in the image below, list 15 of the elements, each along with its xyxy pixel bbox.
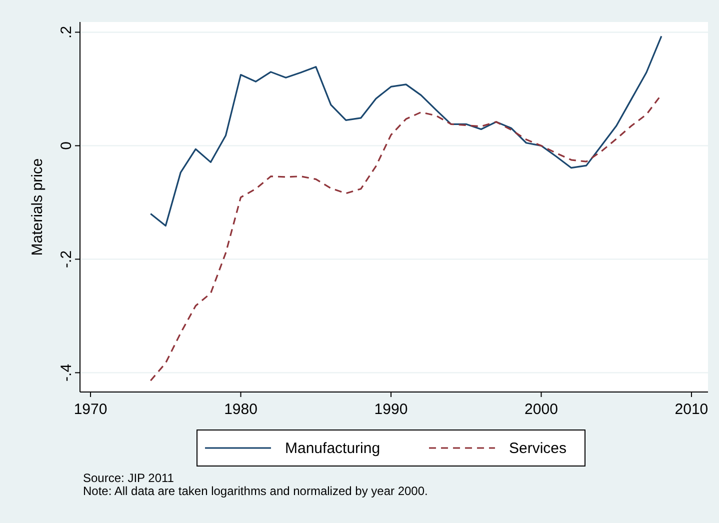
y-tick-label: -.4 <box>58 364 75 382</box>
legend-label: Manufacturing <box>285 440 380 457</box>
x-tick-label: 1970 <box>74 401 108 418</box>
y-tick-label: -.2 <box>58 250 75 268</box>
x-tick-label: 2010 <box>674 401 708 418</box>
y-axis-title: Materials price <box>29 158 46 256</box>
source-note: Source: JIP 2011 <box>83 471 174 485</box>
text: Note: All data are taken logarithms and normalized by year 2000. <box>83 484 428 498</box>
line-series <box>150 35 662 227</box>
y-tick-label: 0 <box>58 142 75 150</box>
legend-label: Services <box>509 440 567 457</box>
y-tick-label: .2 <box>58 26 75 38</box>
x-tick-label: 2000 <box>524 401 558 418</box>
x-tick-label: 1990 <box>374 401 408 418</box>
x-tick-label: 1980 <box>224 401 258 418</box>
